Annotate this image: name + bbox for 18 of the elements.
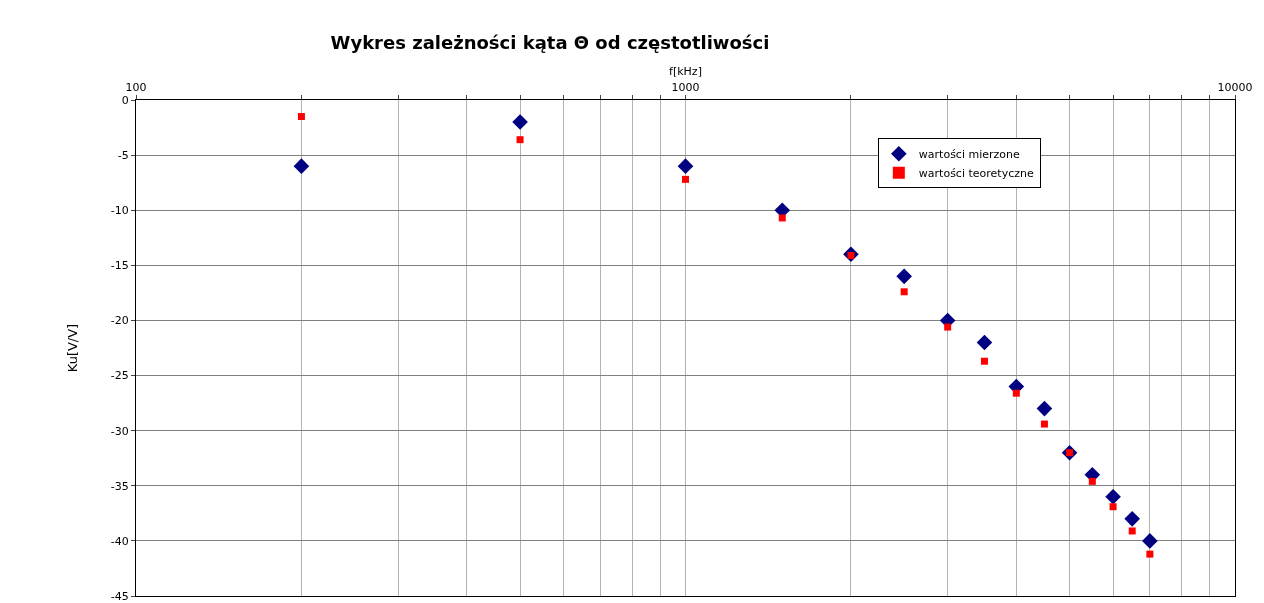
legend-label: wartości teoretyczne (918, 166, 1034, 180)
y-tick-label: -20 (110, 314, 129, 328)
y-tick-label: -30 (110, 424, 129, 438)
y-tick-label: -25 (110, 369, 129, 383)
y-tick-label: -45 (110, 589, 129, 603)
y-axis-title: Ku[V/V] (64, 323, 80, 373)
y-tick-label: 0 (121, 93, 129, 107)
chart-title: Wykres zależności kąta Θ od częstotliwości (330, 32, 770, 54)
y-tick-label: -35 (110, 479, 129, 493)
x-tick-label: 100 (125, 80, 147, 94)
x-tick-label: 10000 (1217, 80, 1253, 94)
y-tick-label: -5 (117, 148, 129, 162)
legend-label: wartości mierzone (918, 147, 1020, 161)
x-tick-label: 1000 (671, 80, 700, 94)
y-tick-label: -10 (110, 204, 129, 218)
y-tick-label: -40 (110, 534, 129, 548)
y-tick-label: -15 (110, 259, 129, 273)
x-axis-title: f[kHz] (669, 65, 702, 79)
